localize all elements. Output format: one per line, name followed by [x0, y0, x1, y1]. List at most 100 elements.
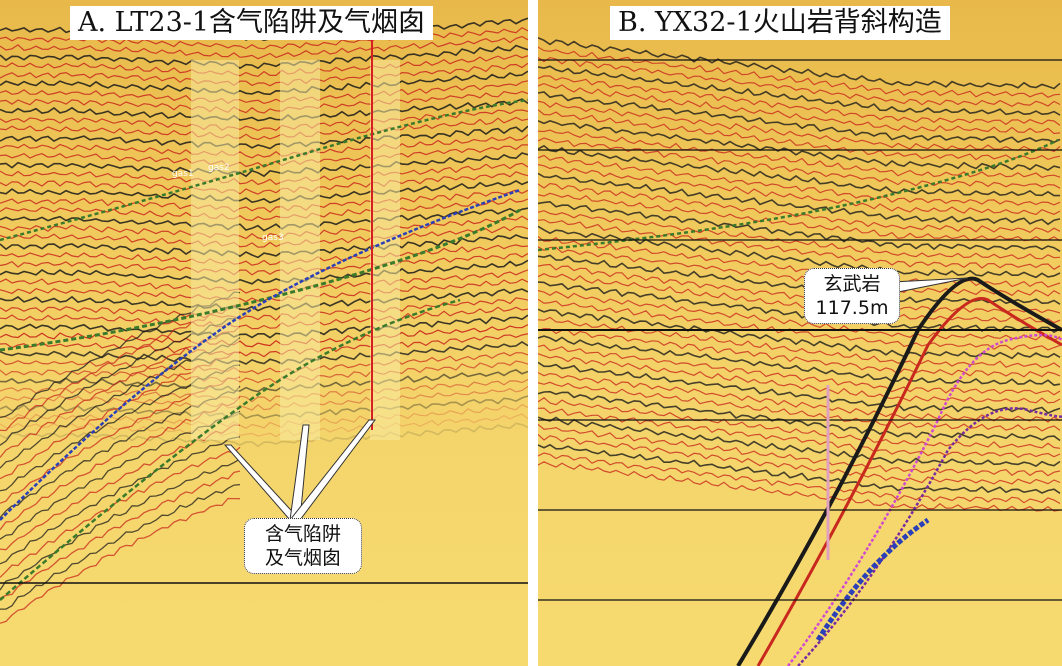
gas-chimney-zone	[370, 60, 400, 440]
reflector-line	[538, 82, 1061, 135]
reflector-line	[538, 154, 1061, 206]
reflector-line	[0, 360, 528, 384]
reflector-line	[0, 297, 528, 321]
reflector-line	[538, 372, 1061, 423]
reflector-line	[0, 324, 528, 348]
dipping-reflector	[0, 458, 241, 591]
reflector-line	[538, 246, 1061, 297]
reflector-line	[538, 290, 1061, 342]
horizon-green	[538, 138, 1059, 252]
dipping-reflector	[0, 483, 241, 610]
reflector-line	[538, 452, 1061, 505]
reflector-line	[538, 407, 1061, 458]
reflector-line	[538, 335, 1061, 386]
reflector-line	[0, 369, 528, 393]
reflector-line	[538, 129, 1061, 178]
reflector-line	[538, 120, 1061, 172]
reflector-line	[538, 210, 1061, 260]
reflector-line	[0, 252, 528, 276]
dipping-reflector	[0, 497, 241, 624]
basalt-thickness: 117.5m	[815, 297, 889, 319]
reflector-line	[538, 344, 1061, 396]
horizon-purple	[797, 407, 1062, 666]
reflector-line	[0, 98, 528, 122]
reflector-line	[538, 65, 1061, 116]
reflector-line	[0, 62, 528, 87]
reflector-line	[0, 44, 528, 70]
horizon-green-upper	[0, 98, 528, 242]
reflector-line	[538, 461, 1061, 512]
dipping-reflector	[0, 436, 241, 565]
reflector-line	[0, 179, 528, 204]
reflector-line	[0, 35, 528, 60]
reflector-line	[0, 152, 528, 178]
callout-pointer	[223, 444, 302, 521]
reflector-line	[538, 144, 1060, 197]
reflector-line	[0, 413, 528, 438]
reflector-line	[538, 56, 1061, 107]
horizon-blue	[0, 188, 521, 521]
horizon-green-lower	[0, 298, 461, 601]
horizon-blue	[815, 517, 930, 642]
reflector-line	[538, 172, 1061, 226]
reflector-line	[0, 333, 528, 358]
reflector-line	[0, 171, 528, 195]
reflector-line	[0, 144, 528, 168]
reflector-line	[0, 125, 528, 150]
seismic-section-b	[538, 37, 1062, 666]
reflector-line	[538, 273, 1061, 324]
reflector-line	[538, 100, 1061, 153]
reflector-line	[0, 403, 528, 429]
reflector-line	[0, 197, 528, 222]
horizon-magenta	[787, 333, 1062, 666]
panel-a-title: A. LT23-1含气陷阱及气烟囱	[70, 6, 434, 40]
reflector-line	[0, 288, 528, 312]
reflector-line	[538, 327, 1061, 378]
reflector-line	[0, 341, 528, 365]
reflector-line	[0, 116, 528, 141]
reflector-line	[538, 443, 1061, 494]
basalt-callout: 玄武岩 117.5m	[804, 268, 900, 324]
reflector-line	[538, 225, 1061, 279]
horizon-marker-label: gas3	[262, 233, 284, 243]
reflector-line	[538, 397, 1061, 449]
horizon-marker-label: gas2	[208, 163, 230, 173]
callout-line-1: 含气陷阱	[264, 523, 341, 545]
reflector-line	[538, 164, 1061, 216]
gas-chimney-zone	[280, 60, 320, 440]
reflector-line	[538, 182, 1061, 233]
gas-trap-callout: 含气陷阱 及气烟囱	[244, 518, 362, 574]
reflector-line	[0, 269, 528, 294]
reflector-line	[538, 298, 1061, 351]
reflector-line	[538, 219, 1061, 271]
reflector-line	[0, 306, 528, 330]
reflector-line	[0, 259, 528, 285]
horizon-green-middle	[0, 208, 521, 352]
dipping-reflector	[0, 470, 241, 599]
seismic-section-a: gas1 gas2 gas3	[0, 17, 528, 624]
reflector-line	[538, 381, 1061, 432]
reflector-line	[538, 109, 1061, 161]
panel-b-title: B. YX32-1火山岩背斜构造	[610, 6, 950, 40]
reflector-line	[0, 54, 528, 78]
reflector-line	[0, 395, 528, 420]
basalt-label: 玄武岩	[823, 273, 881, 295]
reflector-line	[538, 91, 1061, 144]
reflector-line	[0, 378, 528, 403]
reflector-line	[0, 162, 528, 186]
horizon-marker-label: gas1	[172, 169, 194, 179]
reflector-line	[538, 353, 1061, 404]
seismic-panel-b: B. YX32-1火山岩背斜构造 玄武岩 117.5m	[538, 0, 1062, 666]
reflector-line	[0, 244, 528, 266]
reflector-line	[0, 189, 528, 213]
reflector-line	[538, 254, 1061, 305]
reflector-line	[0, 207, 528, 232]
reflector-line	[0, 226, 528, 248]
reflector-line	[0, 215, 528, 240]
reflector-line	[538, 433, 1061, 485]
reflector-line	[538, 308, 1061, 360]
reflector-line	[0, 90, 528, 114]
basalt-top-horizon	[736, 276, 1062, 666]
gas-chimney-zone	[191, 60, 239, 440]
reflector-line	[0, 314, 528, 339]
